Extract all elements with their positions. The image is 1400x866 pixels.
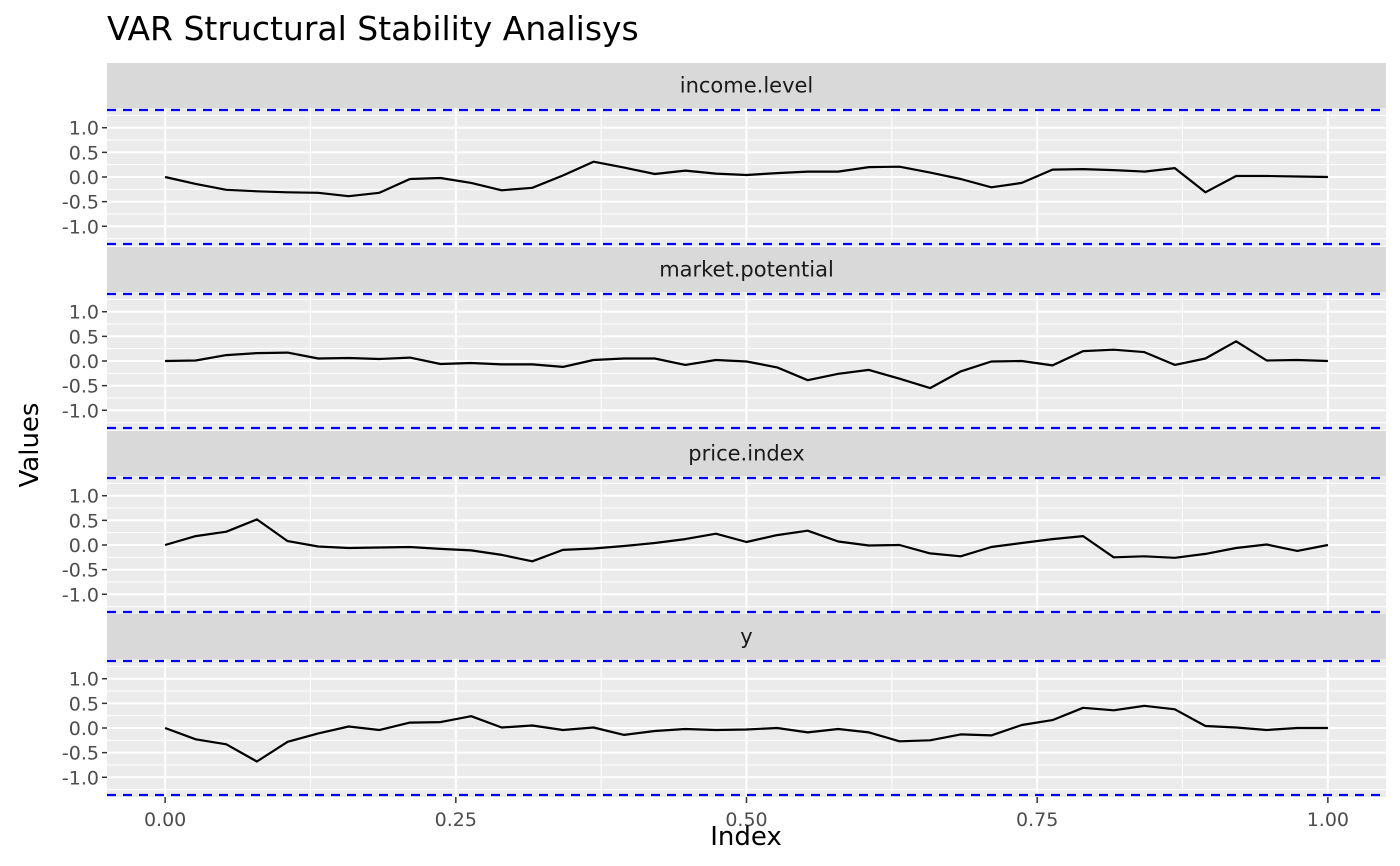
y-tick-label: 0.0 [69,535,99,557]
x-axis: 0.00 0.25 0.50 0.75 1.00 [144,797,1349,831]
y-tick-label: 0.0 [69,351,99,373]
facet-income-level: income.level 1.00.5 0.0 -0.5-1.0 [62,63,1386,246]
series-line-y [164,704,1328,763]
y-tick-label: -1.0 [62,584,99,606]
y-tick-label: -0.5 [62,743,99,765]
y-tick-label: -1.0 [62,767,99,789]
facet-strip-label: y [740,625,752,649]
y-tick-label: -0.5 [62,192,99,214]
y-tick-label: 0.5 [69,510,99,532]
x-tick-label: 1.00 [1307,809,1349,831]
chart-title: VAR Structural Stability Analisys [107,9,639,48]
facet-y: y 1.00.5 0.0 -0.5-1.0 [62,614,1386,797]
y-tick-label: 0.5 [69,326,99,348]
facet-price-index: price.index 1.00.5 0.0 -0.5-1.0 [62,431,1386,614]
facet-strip-label: price.index [688,442,804,466]
facet-market-potential: market.potential 1.00.5 0.0 -0.5-1.0 [62,247,1386,430]
facet-strip [107,431,1386,476]
y-tick-label: -0.5 [62,560,99,582]
y-tick-label: 1.0 [69,302,99,324]
x-axis-title: Index [710,822,782,852]
y-tick-label: 0.0 [69,167,99,189]
facet-strip [107,63,1386,108]
facet-strip-label: market.potential [659,258,834,282]
series-line-market-potential [165,340,1328,390]
y-tick-label: 0.5 [69,142,99,164]
y-tick-label: -1.0 [62,216,99,238]
x-tick-label: 0.25 [435,809,477,831]
x-tick-label: 0.00 [144,809,186,831]
series-line-price-index [164,518,1329,563]
y-tick-label: 0.5 [69,693,99,715]
y-tick-label: 1.0 [69,486,99,508]
y-tick-label: 0.0 [69,718,99,740]
y-tick-label: 1.0 [69,669,99,691]
x-tick-label: 0.75 [1016,809,1058,831]
y-tick-label: -0.5 [62,376,99,398]
y-tick-label: -1.0 [62,400,99,422]
series-line-income-level [164,160,1328,198]
facet-strip [107,247,1386,292]
facet-panels: income.level1.00.50.0-0.5-1.0market.pote… [62,63,1386,797]
y-axis-title: Values [15,403,45,488]
facet-strip [107,614,1386,659]
x-tick-label: 0.50 [725,809,767,831]
y-tick-label: 1.0 [69,118,99,140]
facet-strip-label: income.level [680,74,814,98]
